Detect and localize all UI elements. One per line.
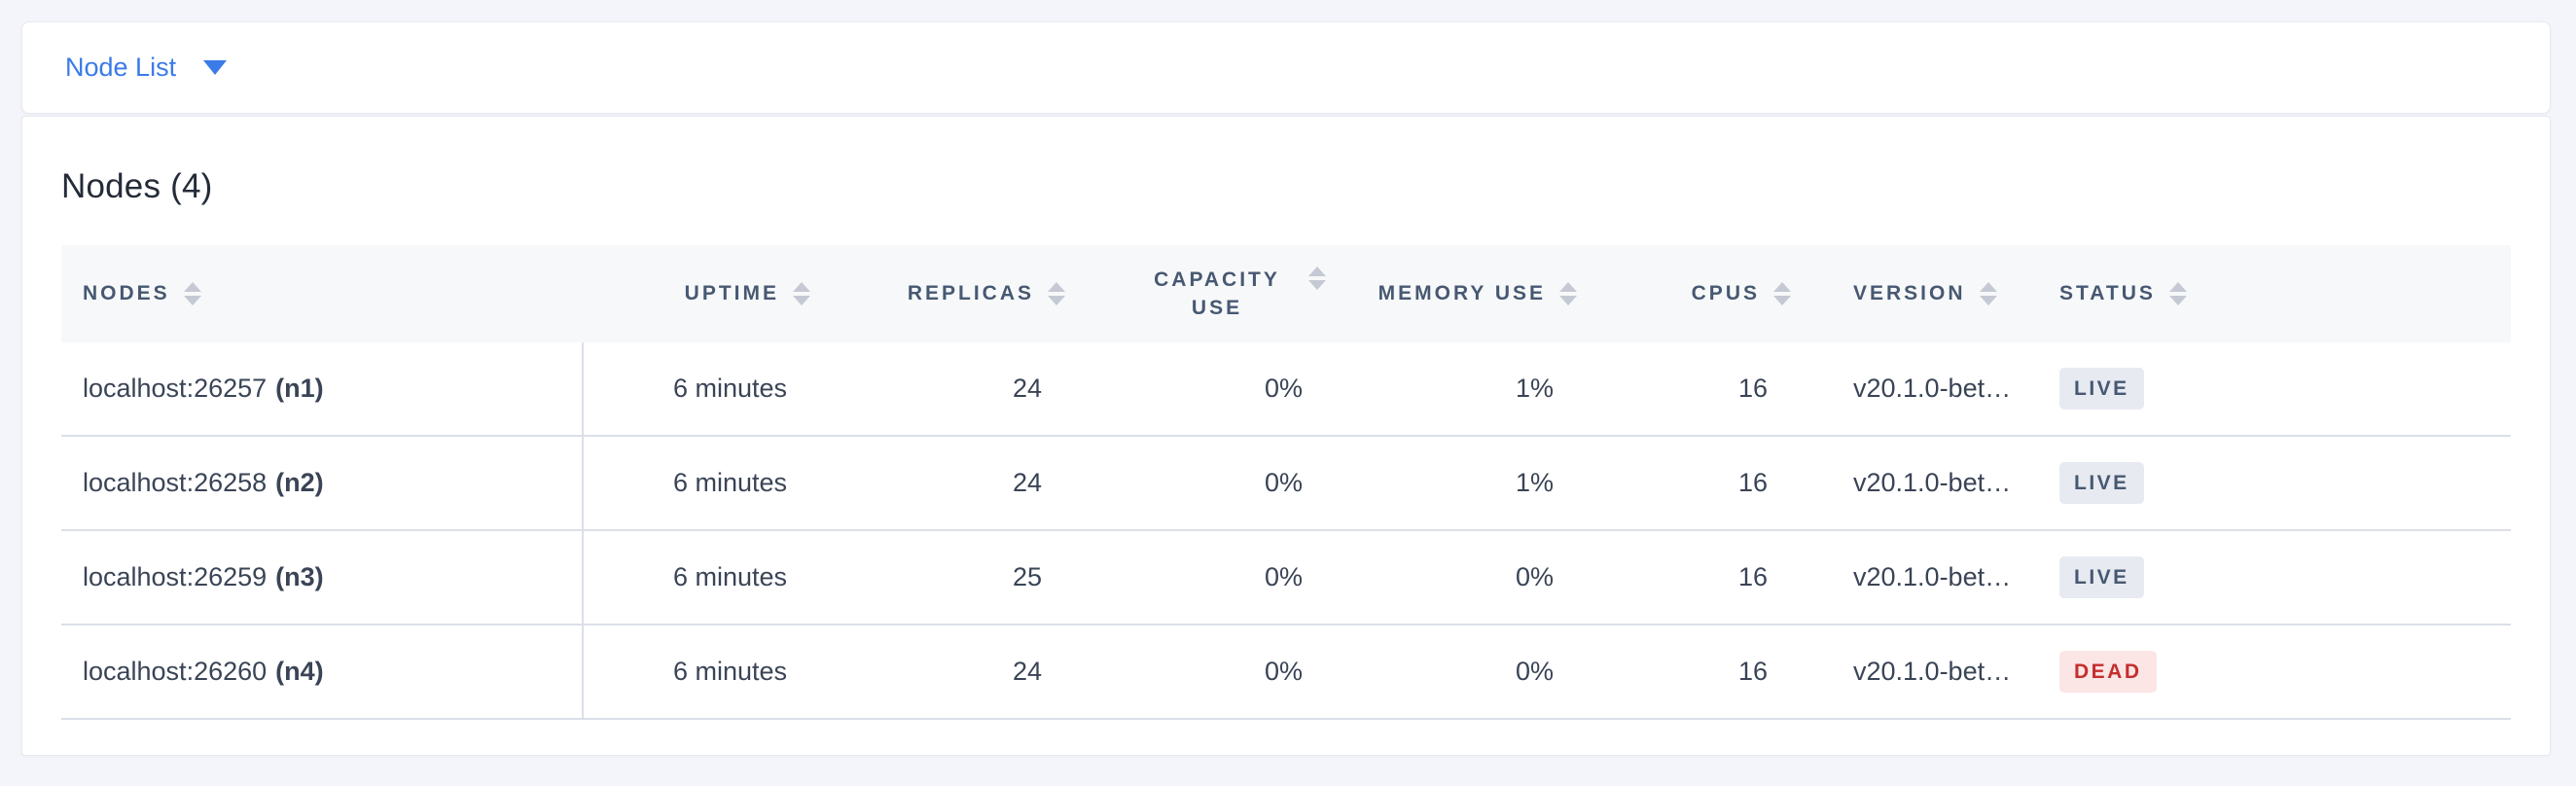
- column-label: CAPACITY USE: [1154, 268, 1280, 319]
- uptime-cell: 6 minutes: [672, 374, 787, 403]
- version-cell: v20.1.0-bet…: [1853, 374, 2012, 403]
- cpus-cell: 16: [1737, 468, 1768, 497]
- node-address-cell: localhost:26257 (n1): [61, 342, 584, 435]
- memory_use-cell: 0%: [1515, 562, 1554, 591]
- sort-arrows-icon: [183, 282, 201, 305]
- status-cell: LIVE: [2017, 531, 2516, 624]
- uptime-cell: 6 minutes: [672, 562, 787, 591]
- nodes-card: Nodes (4) NODES UPTIME REPLICAS CAPACITY US…: [21, 116, 2551, 756]
- nodes-table: NODES UPTIME REPLICAS CAPACITY USE MEMORY US…: [61, 245, 2511, 720]
- memory_use-cell: 1%: [1515, 374, 1554, 403]
- column-label: VERSION: [1853, 282, 1966, 304]
- status-badge: DEAD: [2059, 651, 2157, 693]
- sort-arrows-icon: [1559, 282, 1577, 305]
- cpus-cell: 16: [1737, 562, 1768, 591]
- node-address-cell: localhost:26258 (n2): [61, 437, 584, 529]
- column-header-version[interactable]: VERSION: [1810, 245, 2017, 342]
- column-label: CPUS: [1691, 282, 1760, 304]
- capacity_use-cell: 0%: [1264, 562, 1303, 591]
- node-id: (n2): [275, 468, 324, 497]
- node-address: localhost:26257: [83, 374, 268, 403]
- cpus-cell: 16: [1737, 657, 1768, 686]
- table-body: localhost:26257 (n1) 6 minutes 24 0% 1% 16 v20.…: [61, 342, 2511, 720]
- node-id: (n4): [275, 657, 324, 686]
- node-id: (n3): [275, 562, 324, 591]
- table-row[interactable]: localhost:26257 (n1) 6 minutes 24 0% 1% 16 v20.…: [61, 342, 2511, 437]
- replicas-cell: 24: [1012, 657, 1042, 686]
- capacity_use-cell: 0%: [1264, 468, 1303, 497]
- sort-arrows-icon: [1308, 267, 1326, 290]
- sort-arrows-icon: [1979, 282, 1997, 305]
- status-badge: LIVE: [2059, 368, 2144, 410]
- column-label: MEMORY USE: [1377, 282, 1546, 304]
- column-label: STATUS: [2059, 282, 2156, 304]
- status-badge: LIVE: [2059, 556, 2144, 598]
- node-address: localhost:26259: [83, 562, 268, 591]
- page-title: Nodes (4): [61, 167, 213, 205]
- node-list-dropdown[interactable]: Node List: [65, 53, 228, 83]
- version-cell: v20.1.0-bet…: [1853, 562, 2012, 591]
- column-header-nodes[interactable]: NODES: [61, 245, 584, 342]
- column-label: UPTIME: [684, 282, 779, 304]
- capacity_use-cell: 0%: [1264, 657, 1303, 686]
- node-address-cell: localhost:26259 (n3): [61, 531, 584, 624]
- page-selector-bar: Node List: [21, 21, 2551, 114]
- column-label: NODES: [83, 282, 170, 304]
- version-cell: v20.1.0-bet…: [1853, 468, 2012, 497]
- replicas-cell: 25: [1012, 562, 1042, 591]
- sort-arrows-icon: [1773, 282, 1791, 305]
- column-header-capacity_use[interactable]: CAPACITY USE: [1085, 245, 1345, 342]
- node-list-dropdown-label: Node List: [65, 53, 177, 82]
- table-row[interactable]: localhost:26258 (n2) 6 minutes 24 0% 1% 16 v20.…: [61, 437, 2511, 531]
- status-cell: LIVE: [2017, 342, 2516, 435]
- caret-down-icon: [203, 60, 228, 75]
- column-header-status[interactable]: STATUS: [2017, 245, 2516, 342]
- sort-arrows-icon: [2168, 282, 2187, 305]
- table-row[interactable]: localhost:26259 (n3) 6 minutes 25 0% 0% 16 v20.…: [61, 531, 2511, 625]
- uptime-cell: 6 minutes: [672, 468, 787, 497]
- cpus-cell: 16: [1737, 374, 1768, 403]
- memory_use-cell: 1%: [1515, 468, 1554, 497]
- status-cell: LIVE: [2017, 437, 2516, 529]
- version-cell: v20.1.0-bet…: [1853, 657, 2012, 686]
- sort-arrows-icon: [1048, 282, 1065, 305]
- node-address: localhost:26258: [83, 468, 268, 497]
- memory_use-cell: 0%: [1515, 657, 1554, 686]
- replicas-cell: 24: [1012, 468, 1042, 497]
- table-row[interactable]: localhost:26260 (n4) 6 minutes 24 0% 0% 16 v20.…: [61, 625, 2511, 720]
- column-header-replicas[interactable]: REPLICAS: [830, 245, 1085, 342]
- column-header-memory_use[interactable]: MEMORY USE: [1345, 245, 1596, 342]
- table-header-row: NODES UPTIME REPLICAS CAPACITY USE MEMORY US…: [61, 245, 2511, 342]
- status-badge: LIVE: [2059, 462, 2144, 504]
- sort-arrows-icon: [793, 282, 810, 305]
- node-address: localhost:26260: [83, 657, 268, 686]
- node-id: (n1): [275, 374, 324, 403]
- replicas-cell: 24: [1012, 374, 1042, 403]
- column-header-uptime[interactable]: UPTIME: [584, 245, 830, 342]
- column-label: REPLICAS: [907, 282, 1034, 304]
- column-header-cpus[interactable]: CPUS: [1596, 245, 1810, 342]
- node-address-cell: localhost:26260 (n4): [61, 625, 584, 718]
- status-cell: DEAD: [2017, 625, 2516, 718]
- uptime-cell: 6 minutes: [672, 657, 787, 686]
- capacity_use-cell: 0%: [1264, 374, 1303, 403]
